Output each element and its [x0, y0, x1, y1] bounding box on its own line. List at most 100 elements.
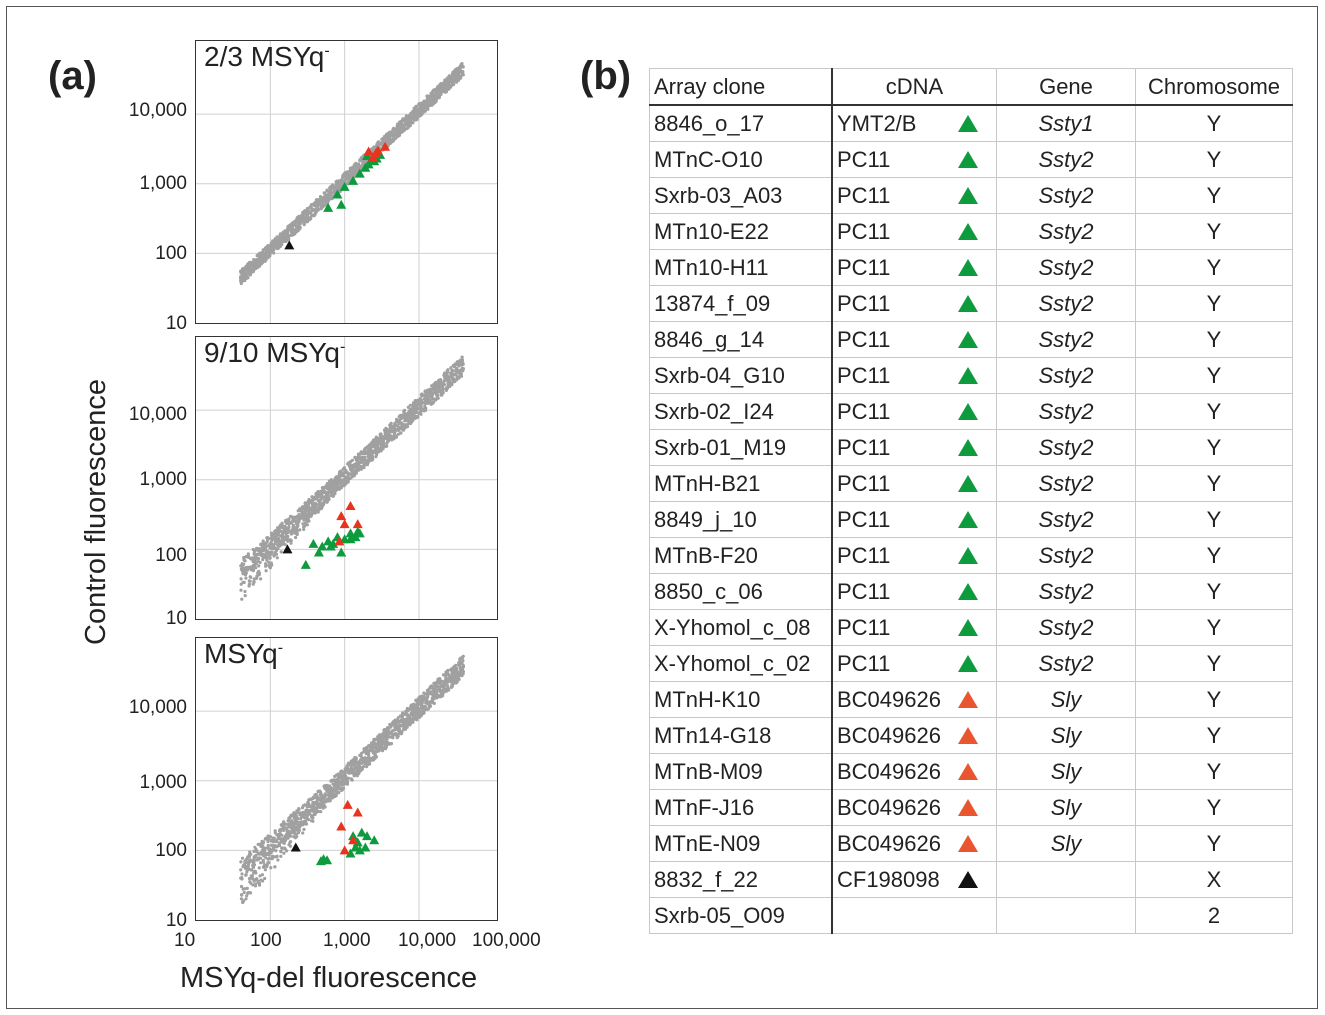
data-point — [259, 844, 263, 848]
data-point — [291, 826, 295, 830]
data-point — [366, 756, 370, 760]
data-point — [450, 75, 454, 79]
data-point — [400, 124, 404, 128]
cell-gene: Ssty2 — [996, 213, 1136, 250]
data-point — [364, 159, 368, 163]
data-point — [439, 695, 443, 699]
data-point — [429, 91, 433, 95]
cell-array-clone: Sxrb-01_M19 — [649, 429, 833, 466]
data-point — [327, 795, 331, 799]
cell-array-clone: 13874_f_09 — [649, 285, 833, 322]
data-point — [391, 736, 395, 740]
data-point — [411, 406, 416, 410]
data-point — [449, 372, 453, 376]
cell-chromosome: Y — [1135, 753, 1293, 790]
data-point — [295, 230, 299, 234]
data-point — [243, 594, 247, 598]
data-point — [271, 242, 276, 247]
data-point — [385, 739, 389, 743]
data-point — [304, 501, 308, 505]
data-point — [434, 398, 438, 402]
table-row: Sxrb-01_M19 PC11 Ssty2 Y — [649, 429, 1293, 466]
plot-3-title: MSYq- — [204, 638, 284, 669]
data-point — [303, 513, 307, 517]
data-point — [416, 698, 420, 702]
highlight-point — [300, 559, 311, 569]
cell-array-clone: Sxrb-03_A03 — [649, 177, 833, 214]
data-point — [379, 447, 383, 451]
data-point — [343, 178, 347, 183]
data-point — [244, 571, 248, 575]
triangle-marker-icon — [958, 331, 978, 348]
highlight-point — [342, 799, 353, 809]
data-point — [406, 411, 410, 415]
data-point — [454, 678, 458, 682]
data-point — [372, 740, 376, 744]
data-point — [310, 495, 314, 499]
cell-cdna: YMT2/B — [831, 104, 997, 142]
data-point — [445, 671, 449, 675]
cell-cdna: PC11 — [831, 213, 997, 250]
data-point — [445, 677, 449, 681]
data-point — [264, 541, 268, 545]
data-point — [412, 117, 416, 121]
data-point — [267, 563, 271, 567]
data-point — [260, 552, 264, 556]
data-point — [282, 846, 286, 850]
figure-frame — [6, 6, 1318, 1009]
data-point — [343, 772, 347, 776]
y-tick: 10,000 — [128, 404, 187, 425]
data-point — [303, 521, 307, 525]
data-point — [265, 558, 269, 562]
cell-array-clone: X-Yhomol_c_08 — [649, 609, 833, 646]
data-point — [349, 174, 354, 179]
data-point — [430, 397, 434, 401]
data-point — [322, 796, 326, 800]
data-point — [360, 751, 364, 755]
data-point — [253, 884, 258, 888]
data-point — [266, 840, 270, 844]
data-point — [441, 82, 445, 86]
data-point — [243, 275, 247, 279]
data-point — [429, 684, 433, 688]
table-row: MTnB-M09 BC049626 Sly Y — [649, 753, 1293, 790]
data-point — [352, 763, 356, 767]
data-point — [452, 668, 456, 672]
data-point — [317, 207, 321, 211]
cell-cdna: PC11 — [831, 141, 997, 178]
cell-gene: Sly — [996, 789, 1136, 826]
cell-chromosome: Y — [1135, 501, 1293, 538]
data-point — [457, 376, 461, 380]
data-point — [426, 694, 430, 698]
data-point — [362, 747, 366, 751]
data-point — [292, 821, 296, 825]
data-point — [375, 749, 379, 754]
data-point — [306, 500, 311, 504]
data-point — [257, 866, 261, 870]
data-point — [445, 373, 449, 377]
cell-array-clone: MTn10-H11 — [649, 249, 833, 286]
data-point — [266, 837, 270, 841]
data-point — [269, 835, 273, 839]
data-point — [440, 86, 444, 90]
cell-chromosome: Y — [1135, 465, 1293, 502]
data-point — [365, 749, 369, 753]
highlight-point — [284, 240, 295, 250]
data-point — [373, 746, 377, 750]
data-point — [334, 780, 338, 785]
data-point — [292, 232, 296, 236]
cell-array-clone: 8849_j_10 — [649, 501, 833, 538]
data-point — [428, 704, 432, 708]
panel-b-label: (b) — [580, 54, 632, 98]
data-point — [315, 198, 319, 202]
data-point — [442, 688, 446, 692]
table-row: MTnB-F20 PC11 Ssty2 Y — [649, 537, 1293, 574]
data-point — [444, 680, 448, 684]
data-point — [390, 438, 394, 442]
data-point — [443, 84, 447, 88]
data-point — [327, 479, 331, 483]
table-row: MTnH-K10 BC049626 Sly Y — [649, 681, 1293, 718]
data-point — [267, 856, 271, 861]
data-point — [423, 99, 427, 103]
data-point — [359, 159, 363, 163]
